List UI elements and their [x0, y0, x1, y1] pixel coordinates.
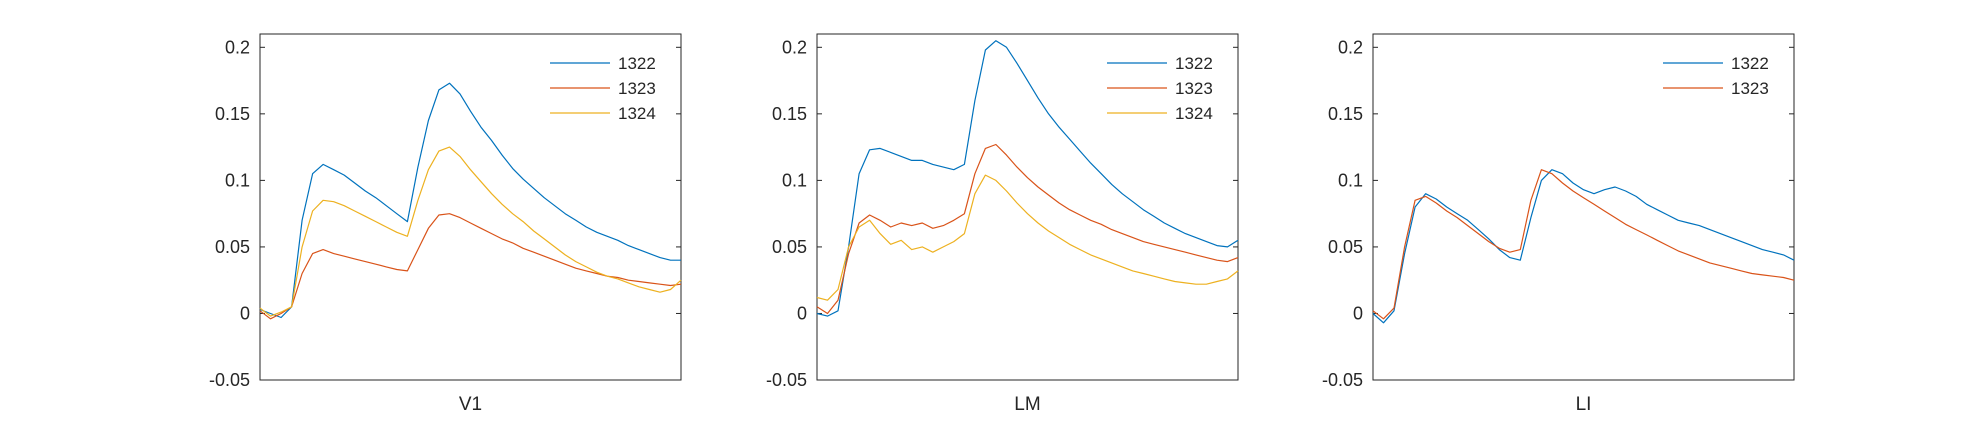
y-tick-label: 0 [1353, 303, 1363, 323]
legend-label: 1324 [618, 104, 656, 123]
x-axis-label: LI [1576, 394, 1592, 415]
legend-label: 1322 [618, 54, 656, 73]
axes-box [816, 33, 1239, 381]
y-tick-label: -0.05 [766, 370, 807, 390]
series-line-1323 [816, 143, 1239, 315]
series-line-1324 [816, 174, 1239, 301]
legend-label: 1323 [618, 79, 656, 98]
y-tick-label: 0.05 [772, 237, 807, 257]
axes-box [1372, 33, 1795, 381]
y-tick-label: -0.05 [209, 370, 250, 390]
y-tick-label: 0.2 [1338, 37, 1363, 57]
series-line-1323 [1372, 169, 1795, 320]
x-axis-label: LM [1014, 394, 1040, 415]
y-tick-label: -0.05 [1322, 370, 1363, 390]
y-tick-label: 0.15 [215, 104, 250, 124]
legend-label: 1324 [1175, 104, 1213, 123]
legend-label: 1322 [1175, 54, 1213, 73]
legend-label: 1323 [1731, 79, 1769, 98]
y-tick-label: 0.15 [772, 104, 807, 124]
y-tick-label: 0 [240, 303, 250, 323]
series-line-1322 [259, 82, 681, 319]
y-tick-label: 0.1 [1338, 170, 1363, 190]
x-axis-label: V1 [459, 394, 482, 415]
axes-box [259, 33, 682, 381]
series-line-1324 [259, 146, 682, 317]
y-tick-label: 0.05 [215, 237, 250, 257]
series-line-1322 [1372, 169, 1795, 324]
y-tick-label: 0.15 [1328, 104, 1363, 124]
y-tick-label: 0.1 [225, 170, 250, 190]
y-tick-label: 0.2 [225, 37, 250, 57]
legend-label: 1323 [1175, 79, 1213, 98]
y-tick-label: 0.1 [782, 170, 807, 190]
legend-label: 1322 [1731, 54, 1769, 73]
chart-panel: -0.05 0 0.05 0.1 0.15 0.2 V1 1322 1323 1324 [209, 33, 682, 415]
y-tick-label: 0 [797, 303, 807, 323]
y-tick-label: 0.2 [782, 37, 807, 57]
y-tick-label: 0.05 [1328, 237, 1363, 257]
chart-panel: -0.05 0 0.05 0.1 0.15 0.2 LI 1322 1323 [1322, 33, 1795, 415]
chart-panel: -0.05 0 0.05 0.1 0.15 0.2 LM 1322 1323 1324 [766, 33, 1239, 415]
series-line-1322 [816, 40, 1239, 317]
